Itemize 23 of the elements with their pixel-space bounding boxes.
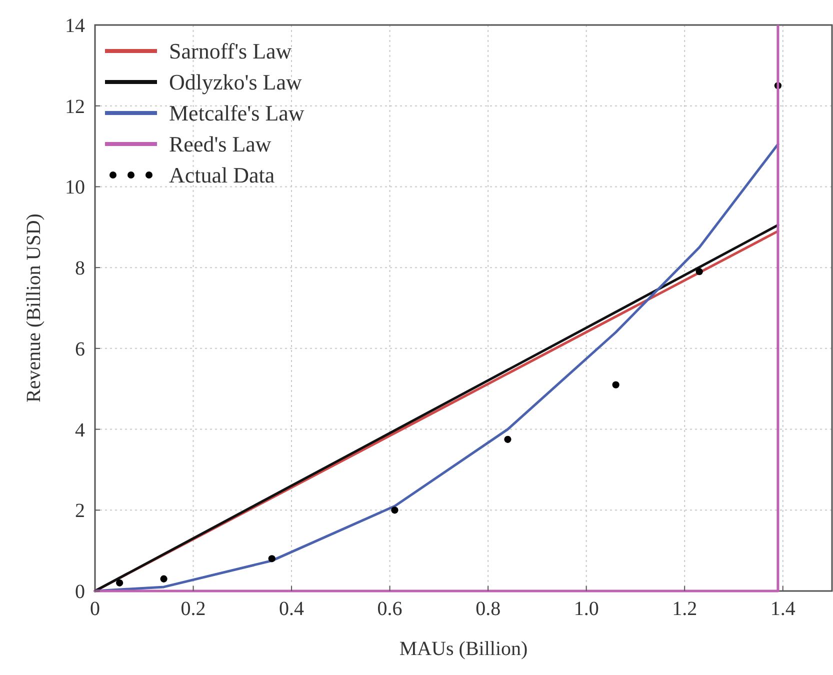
x-tick-label: 0.4: [279, 598, 304, 620]
y-axis-title: Revenue (Billion USD): [23, 214, 45, 402]
legend-label: Actual Data: [169, 162, 275, 188]
legend-label: Metcalfe's Law: [169, 100, 304, 126]
x-tick-label: 0.2: [180, 598, 206, 620]
y-tick-label: 2: [75, 500, 85, 522]
x-tick-label: 1.4: [770, 598, 796, 620]
y-tick-label: 6: [75, 338, 85, 360]
y-tick-label: 12: [65, 96, 85, 118]
y-tick-label: 8: [75, 258, 85, 280]
x-tick-label: 1.2: [672, 598, 698, 620]
x-tick-label: 0: [90, 598, 100, 620]
legend-label: Sarnoff's Law: [169, 38, 292, 64]
y-tick-label: 14: [65, 15, 85, 37]
x-tick-label: 1.0: [574, 598, 599, 620]
legend-label: Odlyzko's Law: [169, 70, 302, 95]
y-tick-label: 0: [75, 581, 85, 603]
x-axis-title: MAUs (Billion): [399, 638, 528, 660]
x-tick-label: 0.6: [377, 598, 402, 620]
y-tick-label: 10: [65, 176, 85, 199]
x-tick-label: 0.8: [476, 598, 501, 620]
y-tick-label: 4: [75, 419, 85, 442]
legend-label: Reed's Law: [169, 132, 272, 157]
